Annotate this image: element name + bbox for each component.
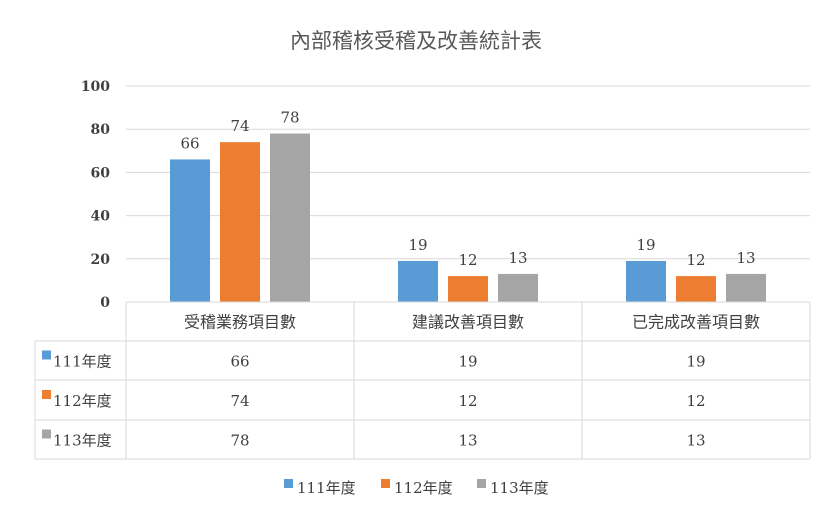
bar [726,273,766,302]
legend-swatch [381,479,390,488]
y-tick-label: 40 [91,209,111,225]
legend-entry: 113年度 [490,479,549,497]
legend-swatch [477,479,486,488]
data-label: 19 [408,236,427,254]
table-cell: 12 [458,392,477,410]
series-name: 112年度 [53,392,112,410]
series-name: 113年度 [53,432,112,450]
series-swatch [42,390,51,399]
category-label: 建議改善項目數 [412,313,524,332]
data-label: 74 [230,117,249,135]
y-tick-label: 60 [91,165,111,181]
data-table: 受稽業務項目數 建議改善項目數 已完成改善項目數 111年度 66 19 19 112年度 74… [34,301,811,460]
table-cell: 12 [686,392,705,410]
table-cell: 78 [230,432,249,450]
table-cell: 19 [686,353,705,371]
category-label: 已完成改善項目數 [632,313,760,332]
table-cell: 66 [230,353,249,371]
legend-swatch [284,479,293,488]
y-tick-label: 20 [91,252,111,268]
data-label: 13 [736,249,755,267]
category-label: 受稽業務項目數 [184,313,296,332]
data-label: 12 [458,251,477,269]
bar [170,159,210,302]
bar [270,133,310,302]
y-tick-label: 80 [91,122,111,138]
data-label: 66 [180,134,199,152]
y-tick-label: 0 [100,295,110,311]
bar [498,273,538,302]
series-swatch [42,429,51,439]
data-label: 19 [636,236,655,254]
data-label: 12 [686,251,705,269]
bar [676,276,716,302]
data-label: 78 [280,109,299,127]
series-swatch [42,350,51,360]
data-labels: 66 74 78 19 12 13 19 12 13 [180,109,755,270]
legend-entry: 111年度 [297,479,356,497]
bar [398,260,438,302]
series-name: 111年度 [53,353,112,371]
table-cell: 74 [230,392,249,410]
legend: 111年度 112年度 113年度 [284,479,549,497]
data-label: 13 [508,249,527,267]
bar [448,276,488,302]
y-axis-ticks: 0 20 40 60 80 100 [81,79,110,311]
legend-entry: 112年度 [394,479,453,497]
bar [220,142,260,302]
bars [170,133,766,302]
bar [626,260,666,302]
table-cell: 13 [458,432,477,450]
table-cell: 19 [458,353,477,371]
y-tick-label: 100 [81,79,110,95]
table-cell: 13 [686,432,705,450]
chart-title: 內部稽核受稽及改善統計表 [290,29,542,53]
